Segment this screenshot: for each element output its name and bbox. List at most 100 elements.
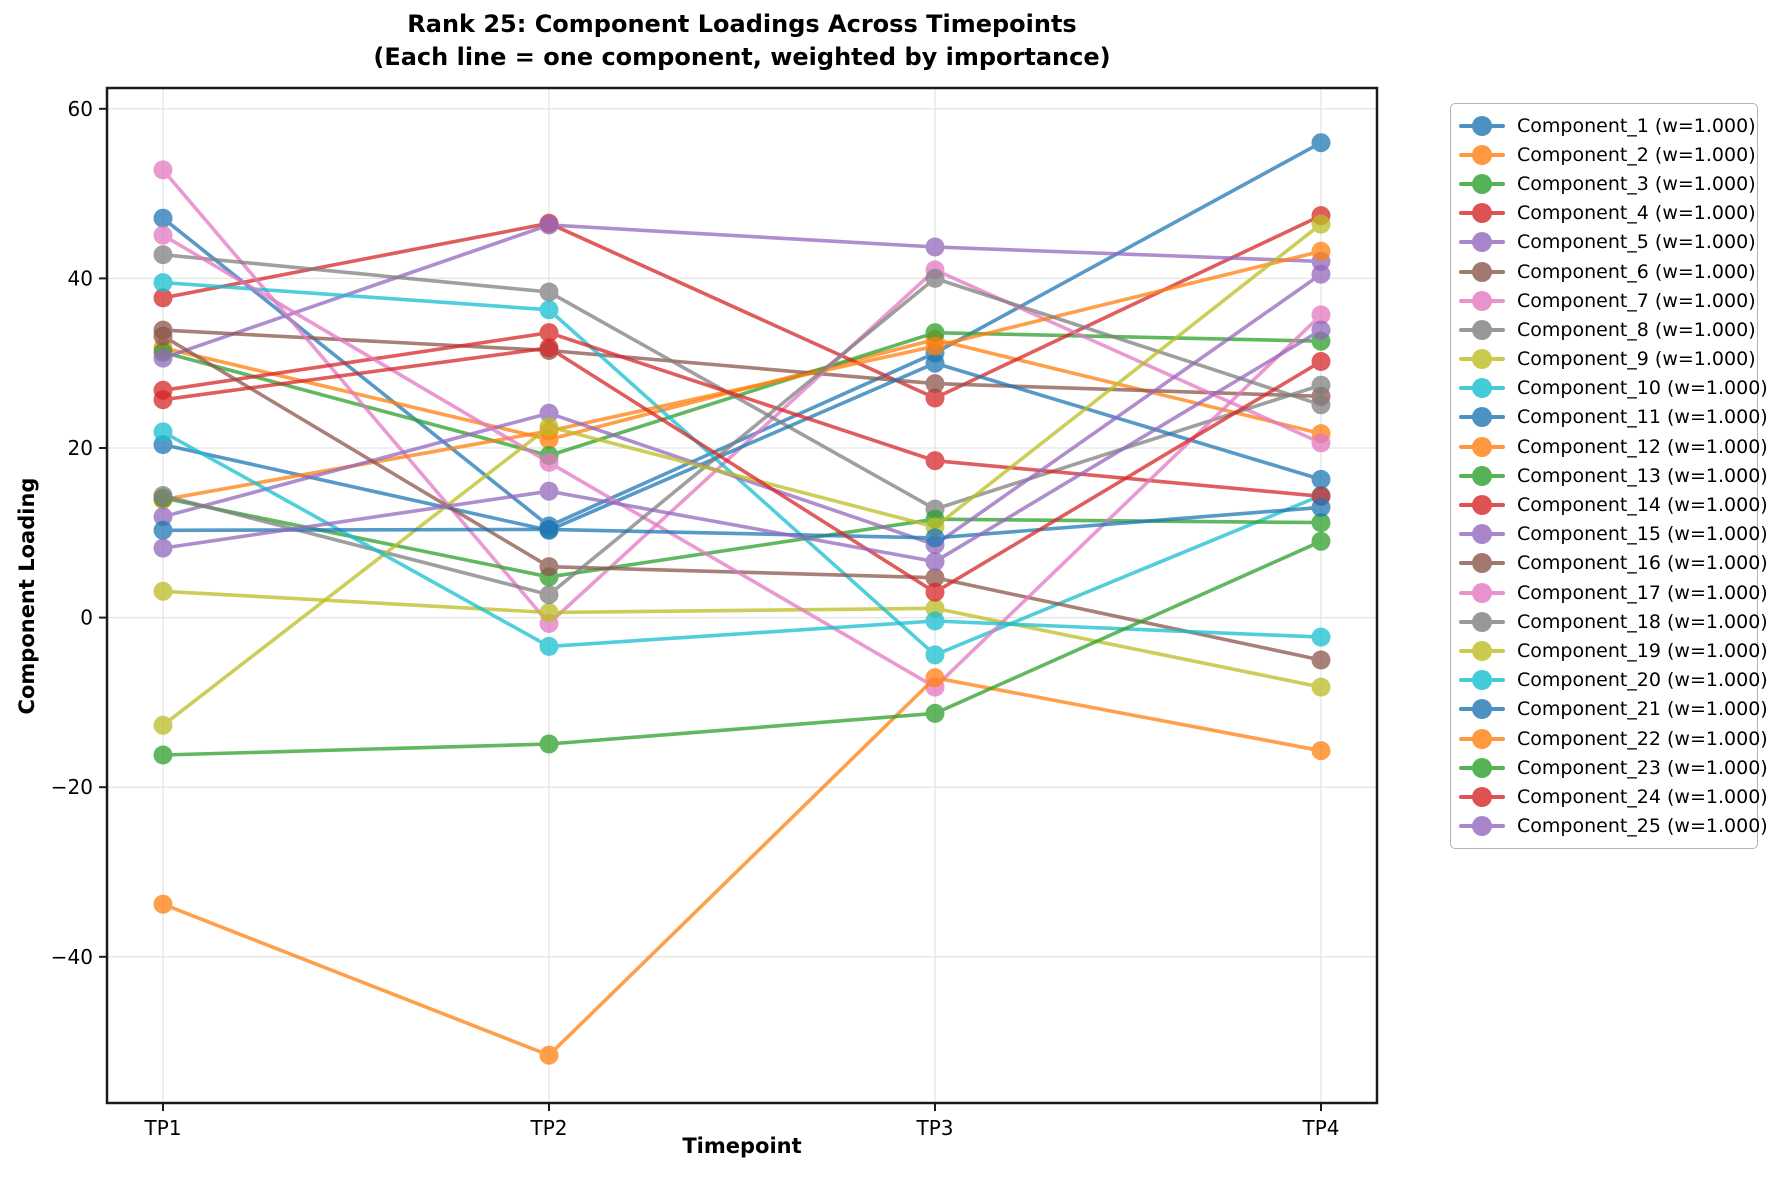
series-line [162, 276, 1322, 597]
legend-label: Component_16 (w=1.000) [1517, 552, 1768, 575]
data-point [153, 520, 173, 540]
series-Component_15 [153, 264, 1331, 555]
x-tick-label: TP3 [915, 1116, 953, 1140]
series-line [162, 328, 1322, 399]
series-line [162, 334, 1322, 662]
legend-line-marker-icon [1459, 582, 1505, 604]
legend-item-Component_2: Component_2 (w=1.000) [1459, 140, 1756, 169]
data-point [925, 323, 945, 343]
legend-item-Component_10: Component_10 (w=1.000) [1459, 374, 1768, 403]
legend-item-Component_7: Component_7 (w=1.000) [1459, 286, 1756, 315]
legend-label: Component_12 (w=1.000) [1517, 435, 1768, 458]
data-point [539, 215, 559, 235]
data-point [539, 636, 559, 656]
data-point [539, 1045, 559, 1065]
legend-line-marker-icon [1459, 290, 1505, 312]
data-point [539, 734, 559, 754]
legend-item-Component_15: Component_15 (w=1.000) [1459, 520, 1768, 549]
legend-line-marker-icon [1459, 261, 1505, 283]
data-point [153, 390, 173, 410]
data-point [539, 557, 559, 577]
data-point [153, 208, 173, 228]
series-Component_23 [153, 531, 1331, 765]
series-line [162, 361, 1322, 533]
data-point [539, 403, 559, 423]
legend-item-Component_5: Component_5 (w=1.000) [1459, 228, 1756, 257]
legend-line-marker-icon [1459, 669, 1505, 691]
x-tick-label: TP1 [143, 1116, 181, 1140]
legend-line-marker-icon [1459, 757, 1505, 779]
legend-item-Component_16: Component_16 (w=1.000) [1459, 549, 1768, 578]
chart-title-line2: (Each line = one component, weighted by … [373, 43, 1111, 72]
data-point [153, 538, 173, 558]
y-tick-label: 20 [68, 436, 93, 460]
legend-item-Component_8: Component_8 (w=1.000) [1459, 315, 1756, 344]
data-point [153, 486, 173, 505]
x-axis-label: Timepoint [682, 1134, 802, 1158]
data-point [925, 388, 945, 408]
data-point [153, 245, 173, 265]
data-point [925, 611, 945, 631]
legend-label: Component_13 (w=1.000) [1517, 464, 1768, 487]
legend-label: Component_10 (w=1.000) [1517, 377, 1768, 400]
y-axis-label: Component Loading [15, 477, 39, 715]
data-point [925, 645, 945, 665]
legend-label: Component_7 (w=1.000) [1517, 289, 1756, 312]
tick-labels: 60 40 20 0 −20 −40 TP1 TP2 TP3 TP4 [51, 97, 1340, 1140]
series-Component_18 [153, 268, 1331, 605]
series-line [162, 223, 1322, 360]
series-layer [153, 133, 1331, 1065]
data-point [1311, 395, 1331, 415]
legend-line-marker-icon [1459, 465, 1505, 487]
data-point [925, 552, 945, 572]
y-tick-label: 40 [68, 266, 93, 290]
series-Component_16 [153, 326, 1331, 670]
legend-item-Component_3: Component_3 (w=1.000) [1459, 169, 1756, 198]
data-point [1311, 433, 1331, 453]
data-point [153, 160, 173, 180]
series-line [162, 280, 1322, 657]
data-point [539, 323, 559, 343]
data-point [1311, 531, 1331, 551]
legend-line-marker-icon [1459, 640, 1505, 662]
data-point [539, 452, 559, 472]
chart-title-line1: Rank 25: Component Loadings Across Timep… [407, 10, 1077, 38]
legend-line-marker-icon [1459, 231, 1505, 253]
data-point [925, 237, 945, 257]
data-point [539, 585, 559, 605]
data-point [153, 225, 173, 245]
data-point [1311, 650, 1331, 670]
legend-item-Component_20: Component_20 (w=1.000) [1459, 666, 1768, 695]
data-point [153, 288, 173, 308]
legend-item-Component_22: Component_22 (w=1.000) [1459, 724, 1768, 753]
data-point [539, 338, 559, 358]
legend-line-marker-icon [1459, 611, 1505, 633]
data-point [1311, 375, 1331, 395]
data-point [153, 422, 173, 442]
data-point [925, 528, 945, 548]
series-line [162, 589, 1322, 689]
legend-item-Component_11: Component_11 (w=1.000) [1459, 403, 1768, 432]
data-point [153, 894, 173, 914]
legend-label: Component_17 (w=1.000) [1517, 581, 1768, 604]
legend-line-marker-icon [1459, 523, 1505, 545]
series-line [162, 539, 1322, 757]
axes-frame [99, 86, 1379, 1111]
legend-item-Component_21: Component_21 (w=1.000) [1459, 695, 1768, 724]
legend-label: Component_3 (w=1.000) [1517, 172, 1756, 195]
data-point [1311, 320, 1331, 340]
data-point [153, 581, 173, 601]
data-point [925, 568, 945, 588]
data-point [153, 348, 173, 368]
legend-line-marker-icon [1459, 202, 1505, 224]
legend-label: Component_19 (w=1.000) [1517, 639, 1768, 662]
legend-line-marker-icon [1459, 786, 1505, 808]
legend-label: Component_8 (w=1.000) [1517, 318, 1756, 341]
series-Component_25 [153, 320, 1331, 572]
legend-item-Component_25: Component_25 (w=1.000) [1459, 812, 1768, 841]
legend-label: Component_11 (w=1.000) [1517, 406, 1768, 429]
legend-line-marker-icon [1459, 815, 1505, 837]
series-line [162, 328, 1322, 564]
data-point [1311, 741, 1331, 761]
